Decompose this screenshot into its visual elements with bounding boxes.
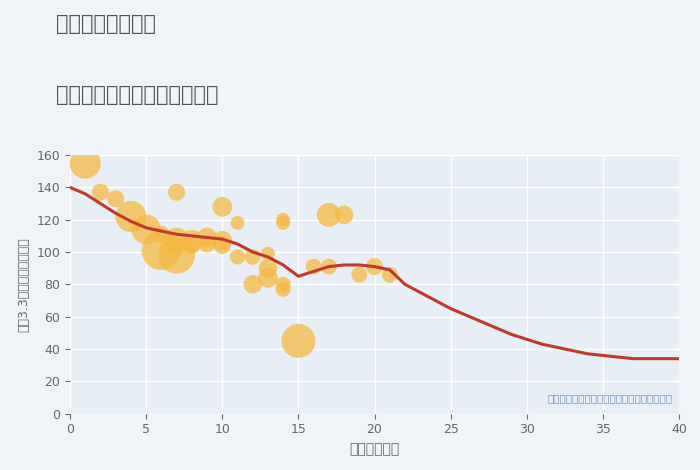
- Point: [262, 265, 274, 272]
- Point: [217, 242, 228, 249]
- Point: [80, 159, 91, 167]
- Point: [369, 263, 380, 270]
- Point: [262, 250, 274, 258]
- Point: [323, 263, 335, 270]
- Point: [95, 188, 106, 196]
- Point: [354, 271, 365, 278]
- Point: [171, 251, 182, 259]
- Point: [384, 271, 395, 278]
- Point: [277, 219, 289, 227]
- Point: [202, 234, 213, 241]
- Point: [171, 188, 182, 196]
- Point: [156, 247, 167, 254]
- Point: [171, 237, 182, 244]
- Point: [141, 226, 152, 233]
- Point: [217, 203, 228, 211]
- Point: [186, 237, 197, 244]
- X-axis label: 築年数（年）: 築年数（年）: [349, 442, 400, 456]
- Point: [156, 230, 167, 238]
- Text: 円の大きさは、取引のあった物件面積を示す: 円の大きさは、取引のあった物件面積を示す: [548, 393, 673, 403]
- Point: [247, 253, 258, 261]
- Point: [247, 281, 258, 288]
- Point: [308, 263, 319, 270]
- Point: [232, 253, 243, 261]
- Y-axis label: 坪（3.3㎡）単価（万円）: 坪（3.3㎡）単価（万円）: [18, 237, 31, 332]
- Text: 築年数別中古マンション価格: 築年数別中古マンション価格: [56, 85, 218, 105]
- Point: [110, 195, 121, 203]
- Point: [232, 219, 243, 227]
- Text: 千葉県君津市青柳: 千葉県君津市青柳: [56, 14, 156, 34]
- Point: [277, 216, 289, 223]
- Point: [217, 237, 228, 244]
- Point: [323, 211, 335, 219]
- Point: [277, 285, 289, 293]
- Point: [262, 274, 274, 282]
- Point: [186, 242, 197, 249]
- Point: [125, 213, 136, 220]
- Point: [339, 211, 350, 219]
- Point: [277, 281, 289, 288]
- Point: [202, 240, 213, 248]
- Point: [293, 337, 304, 345]
